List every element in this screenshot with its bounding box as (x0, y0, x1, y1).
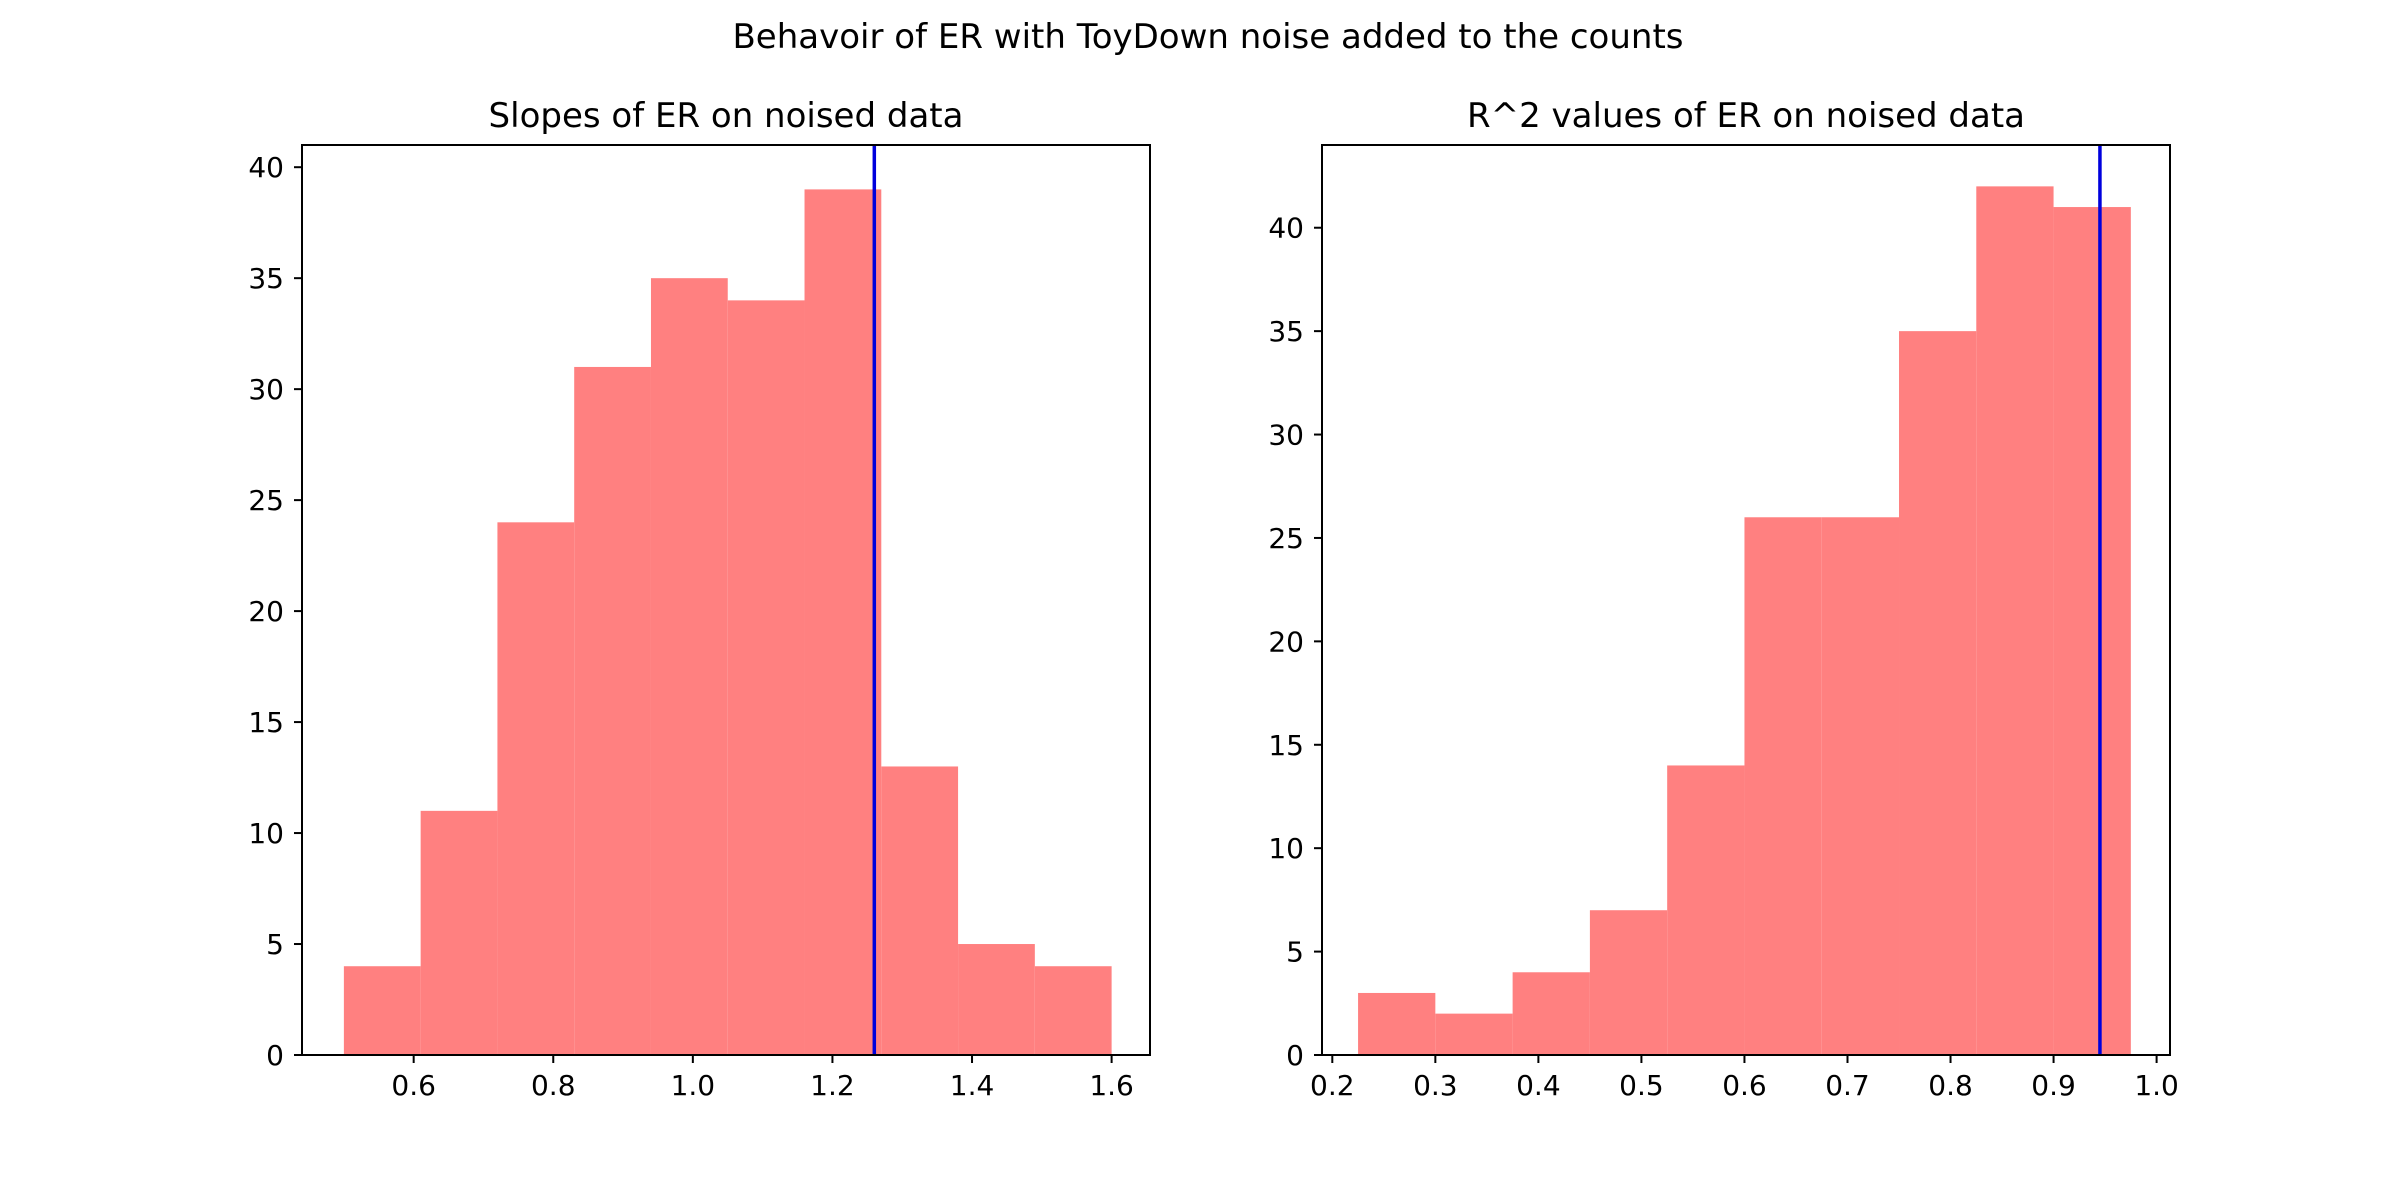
r-squared-bar-5 (1744, 517, 1822, 1055)
r-squared-ytick-label-7: 35 (1268, 315, 1304, 348)
r-squared-bar-7 (1899, 331, 1977, 1055)
slopes-bar-9 (1034, 966, 1112, 1055)
r-squared-xtick-label-8: 1.0 (2134, 1069, 2179, 1102)
r-squared-xtick-label-3: 0.5 (1619, 1069, 1664, 1102)
r-squared-bar-3 (1589, 910, 1668, 1055)
r-squared-bar-6 (1821, 517, 1900, 1055)
figure-suptitle: Behavoir of ER with ToyDown noise added … (732, 17, 1683, 57)
r-squared-ytick-label-5: 25 (1268, 522, 1304, 555)
r-squared-bar-0 (1358, 992, 1436, 1055)
slopes-ytick-label-6: 30 (248, 373, 284, 406)
slopes-ytick-label-7: 35 (248, 262, 284, 295)
slopes-ytick-label-1: 5 (266, 928, 284, 961)
r-squared-ytick-label-3: 15 (1268, 729, 1304, 762)
r-squared-title: R^2 values of ER on noised data (1467, 96, 2025, 136)
panel-slopes: Slopes of ER on noised data 0.6 0.8 1.0 1.2 1… (248, 96, 1151, 1102)
slopes-xtick-label-5: 1.6 (1089, 1069, 1134, 1102)
slopes-bar-1 (420, 810, 498, 1055)
slopes-bar-0 (343, 966, 421, 1055)
slopes-xtick-label-1: 0.8 (531, 1069, 576, 1102)
r-squared-xtick-label-5: 0.7 (1825, 1069, 1870, 1102)
r-squared-ytick-label-6: 30 (1268, 419, 1304, 452)
r-squared-bar-8 (1976, 186, 2054, 1055)
slopes-ytick-label-2: 10 (248, 817, 284, 850)
r-squared-xtick-label-4: 0.6 (1722, 1069, 1767, 1102)
r-squared-xtick-label-0: 0.2 (1310, 1069, 1355, 1102)
slopes-ytick-label-8: 40 (248, 151, 284, 184)
slopes-bar-3 (574, 366, 651, 1055)
panel-r-squared: R^2 values of ER on noised data 0.2 0.3 0.4… (1268, 96, 2179, 1102)
r-squared-xtick-label-7: 0.9 (2031, 1069, 2076, 1102)
r-squared-ytick-label-2: 10 (1268, 832, 1304, 865)
r-squared-ytick-label-4: 20 (1268, 625, 1304, 658)
slopes-ytick-label-5: 25 (248, 484, 284, 517)
r-squared-xtick-label-2: 0.4 (1516, 1069, 1561, 1102)
r-squared-ytick-label-8: 40 (1268, 212, 1304, 245)
slopes-bar-5 (727, 300, 805, 1055)
slopes-bar-4 (650, 278, 728, 1055)
r-squared-xtick-label-1: 0.3 (1413, 1069, 1458, 1102)
r-squared-bar-1 (1435, 1013, 1513, 1055)
r-squared-xtick-label-6: 0.8 (1928, 1069, 1973, 1102)
slopes-axes-frame (301, 144, 1151, 1056)
slopes-ytick-label-4: 20 (248, 595, 284, 628)
slopes-xtick-label-3: 1.2 (810, 1069, 855, 1102)
slopes-xtick-label-0: 0.6 (391, 1069, 436, 1102)
slopes-xtick-label-4: 1.4 (950, 1069, 995, 1102)
r-squared-bar-2 (1512, 972, 1590, 1055)
r-squared-bar-4 (1667, 765, 1745, 1055)
slopes-bar-2 (497, 522, 575, 1055)
r-squared-ytick-label-0: 0 (1286, 1039, 1304, 1072)
slopes-bar-8 (958, 944, 1035, 1055)
slopes-bar-7 (881, 766, 959, 1055)
r-squared-bar-9 (2053, 207, 2131, 1055)
slopes-xtick-label-2: 1.0 (671, 1069, 716, 1102)
slopes-ytick-label-0: 0 (266, 1039, 284, 1072)
r-squared-ytick-label-1: 5 (1286, 936, 1304, 969)
r-squared-axes-frame (1321, 144, 2171, 1056)
slopes-bar-6 (804, 189, 882, 1055)
slopes-title: Slopes of ER on noised data (489, 96, 964, 136)
slopes-ytick-label-3: 15 (248, 706, 284, 739)
